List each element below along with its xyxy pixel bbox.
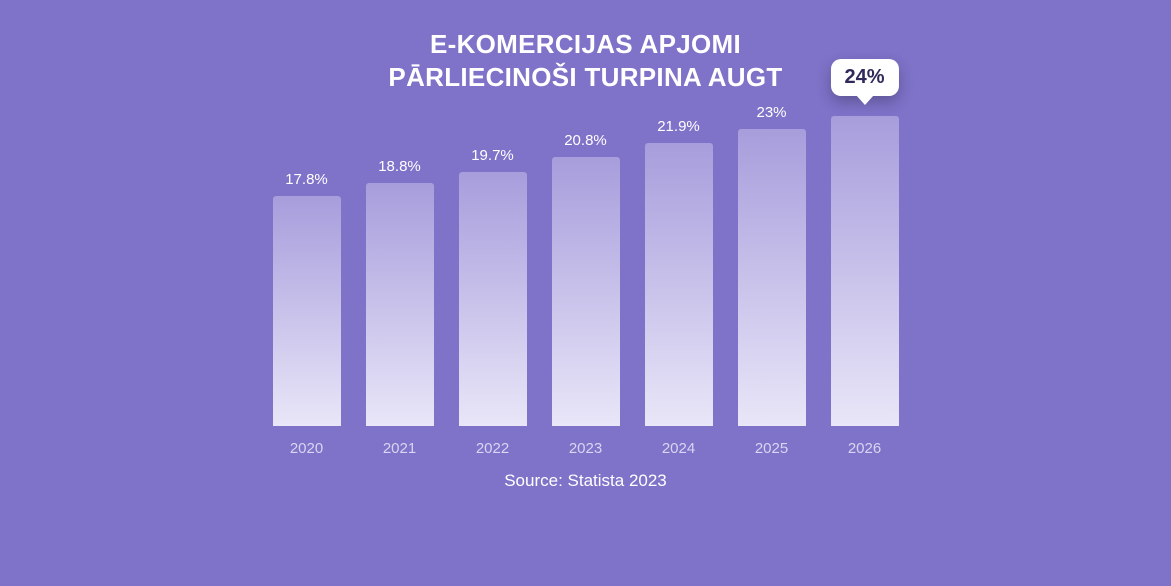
category-label: 2026	[848, 440, 881, 457]
bar-group: 17.8% 2020 18.8% 2021 19.7% 2022 20.8% 2023 21.9…	[273, 107, 899, 457]
bar-column: 20.8% 2023	[552, 132, 620, 457]
value-label: 20.8%	[564, 132, 607, 149]
bar-column: 17.8% 2020	[273, 171, 341, 457]
bar-column: 18.8% 2021	[366, 158, 434, 457]
value-label: 17.8%	[285, 171, 328, 188]
chart-title-line2: PĀRLIECINOŠI TURPINA AUGT	[388, 62, 782, 92]
bar	[831, 116, 899, 426]
bar	[552, 157, 620, 426]
chart-canvas: E-KOMERCIJAS APJOMI PĀRLIECINOŠI TURPINA…	[0, 0, 1171, 586]
chart-title-line1: E-KOMERCIJAS APJOMI	[430, 29, 741, 59]
bar	[273, 196, 341, 426]
category-label: 2022	[476, 440, 509, 457]
value-label: 19.7%	[471, 147, 514, 164]
bar	[645, 143, 713, 426]
bar-column: 23% 2025	[738, 104, 806, 457]
bar-column: 24%2026	[831, 116, 899, 457]
bar	[459, 172, 527, 426]
source-label: Source: Statista 2023	[504, 471, 667, 491]
value-label: 18.8%	[378, 158, 421, 175]
category-label: 2023	[569, 440, 602, 457]
bar-column: 21.9% 2024	[645, 118, 713, 457]
bar-column: 19.7% 2022	[459, 147, 527, 457]
category-label: 2024	[662, 440, 695, 457]
bar	[366, 183, 434, 426]
chart-title: E-KOMERCIJAS APJOMI PĀRLIECINOŠI TURPINA…	[388, 28, 782, 93]
bar	[738, 129, 806, 426]
category-label: 2021	[383, 440, 416, 457]
chart-plot: 17.8% 2020 18.8% 2021 19.7% 2022 20.8% 2023 21.9…	[273, 107, 899, 491]
highlight-callout: 24%	[830, 59, 898, 96]
category-label: 2020	[290, 440, 323, 457]
category-label: 2025	[755, 440, 788, 457]
value-label: 23%	[756, 104, 786, 121]
value-label: 21.9%	[657, 118, 700, 135]
